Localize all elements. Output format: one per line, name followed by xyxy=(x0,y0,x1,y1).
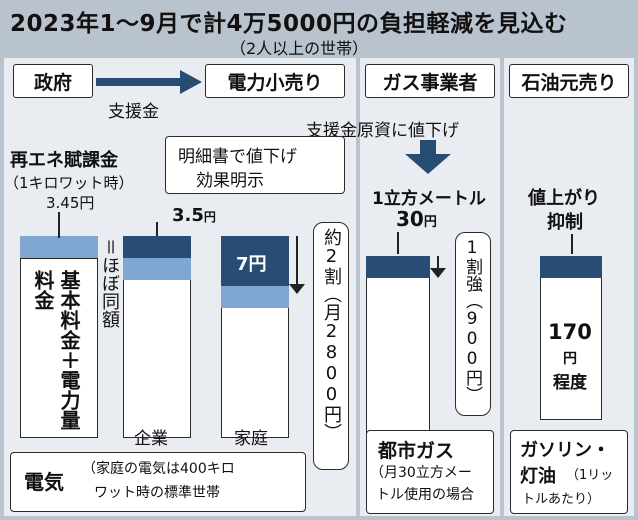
corp-value-unit: 円 xyxy=(203,210,216,224)
gas-connector xyxy=(397,232,399,254)
electricity-footer xyxy=(10,452,306,512)
flow-arrow xyxy=(96,70,202,94)
gas-down-arrow xyxy=(405,140,451,174)
oil-wholesale-label: 石油元売り xyxy=(509,64,629,98)
corp-label: 企業 xyxy=(134,429,168,449)
oil-section-label: ガソリン・ xyxy=(520,440,610,461)
electricity-note-1: （家庭の電気は400キロ xyxy=(82,461,235,477)
oil-footer xyxy=(510,430,628,514)
base-fee-text: 基本料金＋電力量料金 xyxy=(31,270,81,430)
gas-reduction-text: 1割強（900円） xyxy=(462,238,482,403)
oil-note-2: トルあたり） xyxy=(522,492,601,507)
oil-connector xyxy=(571,234,573,254)
corp-value-num: 3.5 xyxy=(172,205,204,226)
equal-text: ＝ほぼ同額 xyxy=(99,238,120,328)
retail-label: 電力小売り xyxy=(205,64,345,98)
gas-base-bar xyxy=(366,278,430,436)
corp-connector xyxy=(156,222,158,238)
gas-head-1: 1立方メートル xyxy=(372,189,486,209)
gas-reduction-bracket xyxy=(455,232,491,416)
gas-note-2: トル使用の場合 xyxy=(376,487,474,503)
oil-head-1: 値上がり xyxy=(528,188,600,209)
levy-connector xyxy=(58,212,60,238)
gas-cut-segment xyxy=(366,256,430,278)
gas-note-1: （月30立方メー xyxy=(370,465,472,481)
home-reduction-arrowhead xyxy=(289,284,305,294)
renewable-levy-label: 再エネ賦課金 xyxy=(10,150,118,171)
renewable-note-1: （1キロワット時） xyxy=(4,174,134,192)
oil-value-unit: 円 xyxy=(563,351,577,367)
home-base-bar xyxy=(221,308,289,438)
renewable-levy-segment xyxy=(20,236,98,258)
home-reduction-arrow-line xyxy=(296,236,298,286)
gas-value-unit: 円 xyxy=(423,215,437,230)
oil-note-1: （1リッ xyxy=(566,468,614,483)
statement-line-1: 明細書で値下げ xyxy=(178,147,297,167)
statement-box xyxy=(165,136,345,194)
oil-value: 170 xyxy=(548,320,592,344)
oil-base-bar xyxy=(540,278,602,420)
oil-value-suffix: 程度 xyxy=(553,373,587,393)
gas-value: 30円 xyxy=(396,207,437,231)
gas-value-num: 30 xyxy=(396,207,424,231)
electricity-note-2: ワット時の標準世帯 xyxy=(94,485,220,501)
corp-value: 3.5円 xyxy=(172,205,216,226)
home-value: 7円 xyxy=(236,254,267,275)
home-label: 家庭 xyxy=(234,429,268,449)
gas-section-label: 都市ガス xyxy=(378,440,455,462)
home-cut-segment xyxy=(221,236,289,286)
base-fee-bar xyxy=(20,258,98,438)
corp-cut-segment xyxy=(123,236,191,258)
gas-business-label: ガス事業者 xyxy=(365,64,495,98)
gas-reduction-arrow-line xyxy=(437,256,439,270)
government-label: 政府 xyxy=(13,64,93,98)
funding-note: 支援金原資に値下げ xyxy=(306,121,459,141)
statement-line-2: 効果明示 xyxy=(196,171,264,191)
page-title: 2023年1～9月で計4万5000円の負担軽減を見込む xyxy=(10,11,568,37)
oil-head-2: 抑制 xyxy=(547,212,583,233)
support-money-label: 支援金 xyxy=(108,102,159,122)
corp-levy-segment xyxy=(123,258,191,280)
gas-footer xyxy=(366,430,494,514)
oil-section-label-2: 灯油 xyxy=(520,466,556,487)
reduction-text: 約2割（月2800円） xyxy=(321,228,342,441)
gas-reduction-arrowhead xyxy=(430,268,446,278)
reduction-bracket xyxy=(313,222,349,470)
oil-cap-segment xyxy=(540,256,602,278)
page-subtitle: （2人以上の世帯） xyxy=(230,39,369,58)
corp-base-bar xyxy=(123,280,191,438)
renewable-note-2: 3.45円 xyxy=(46,194,95,212)
electricity-section-label: 電気 xyxy=(24,470,64,494)
home-levy-segment xyxy=(221,286,289,308)
